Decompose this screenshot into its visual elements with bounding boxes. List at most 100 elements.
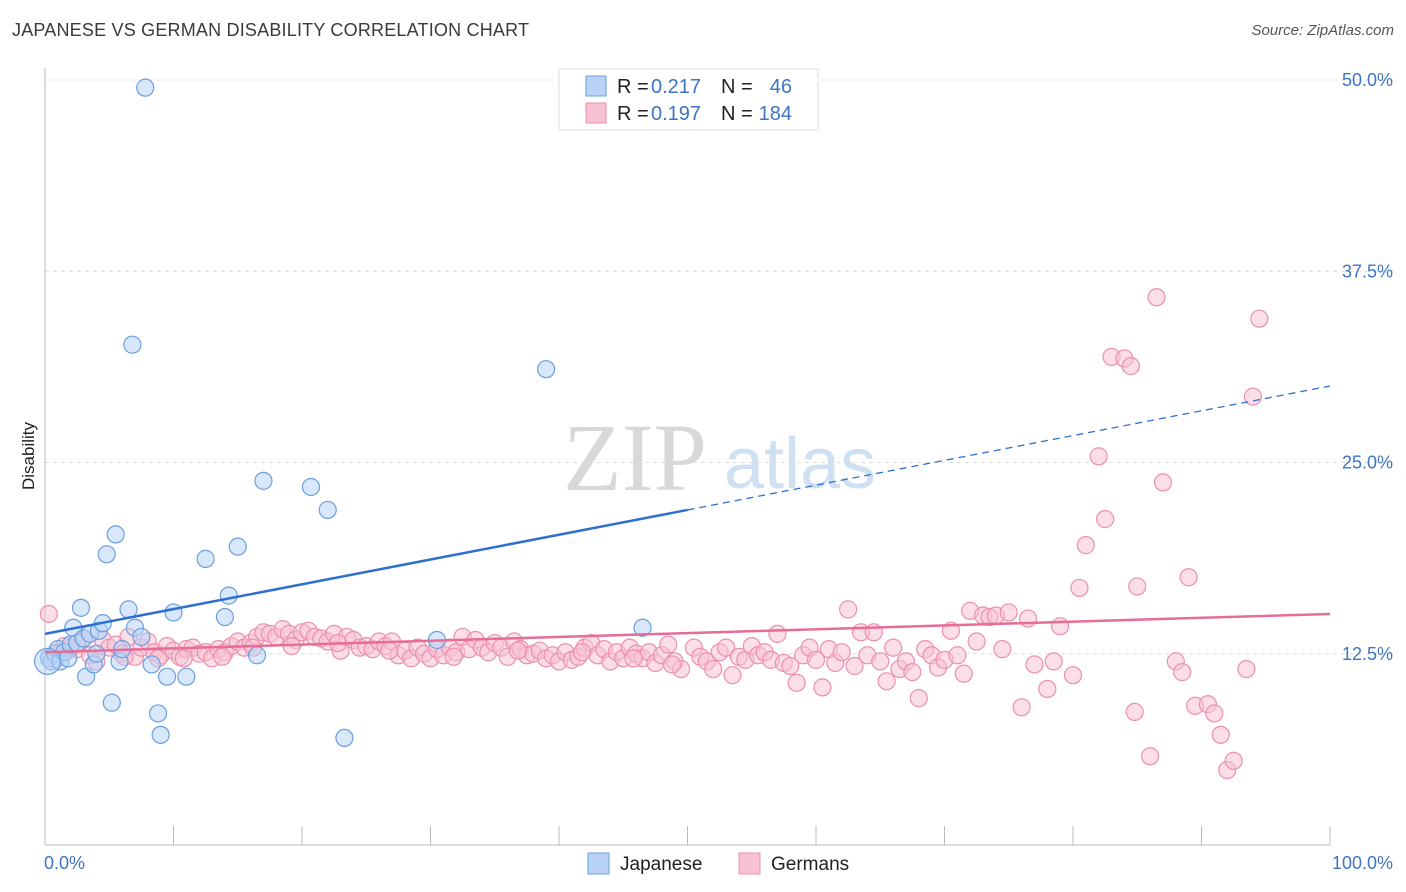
point-germans [444, 647, 463, 666]
grid [45, 79, 1395, 655]
point-japanese [196, 549, 215, 568]
x-tick-label-max: 100.0% [1332, 853, 1393, 873]
point-japanese [123, 335, 142, 354]
point-japanese [148, 704, 168, 723]
watermark: ZIP atlas [563, 404, 876, 511]
watermark-atlas: atlas [724, 424, 876, 504]
point-japanese [335, 728, 354, 748]
point-germans [781, 656, 800, 676]
trend-lines [44, 385, 1331, 654]
series-germans [39, 288, 1269, 780]
point-japanese [318, 500, 337, 520]
point-japanese [106, 525, 125, 544]
series-japanese [33, 78, 652, 748]
point-japanese [164, 603, 183, 622]
point-germans [39, 604, 58, 624]
point-germans [1018, 609, 1038, 628]
point-germans [716, 638, 736, 657]
legend: R = 0.217 N = 46 R = 0.197 N = 184 [558, 68, 819, 131]
x-tick-labels: 0.0% 100.0% [44, 853, 1393, 873]
bottom-legend-label-germans: Germans [771, 854, 849, 875]
point-germans [967, 632, 986, 651]
bottom-legend: Japanese Germans [587, 852, 849, 875]
x-tick-label-min: 0.0% [44, 853, 85, 873]
point-germans [1211, 725, 1230, 744]
point-japanese [177, 667, 196, 686]
y-tick-labels: 12.5% 25.0% 37.5% 50.0% [1342, 70, 1393, 664]
point-germans [1025, 655, 1044, 674]
point-germans [871, 652, 890, 671]
point-japanese [87, 644, 106, 663]
bottom-legend-swatch-japanese [587, 852, 610, 875]
point-germans [909, 689, 928, 708]
point-germans [768, 624, 787, 643]
point-japanese [132, 627, 151, 647]
legend-swatch-germans [585, 102, 607, 124]
point-japanese [142, 655, 161, 674]
point-japanese [254, 471, 273, 490]
point-germans [839, 600, 858, 619]
legend-n-germans: 184 [759, 103, 792, 125]
point-germans [1121, 357, 1140, 376]
point-japanese [537, 360, 556, 379]
point-japanese [151, 725, 170, 744]
y-tick-label: 50.0% [1342, 70, 1393, 90]
point-germans [659, 635, 678, 654]
point-germans [883, 638, 903, 657]
watermark-zip: ZIP [563, 404, 707, 511]
bottom-legend-label-japanese: Japanese [620, 854, 702, 875]
point-germans [1038, 679, 1057, 699]
point-japanese [157, 667, 177, 686]
point-germans [1051, 617, 1070, 636]
trend-germans-solid [44, 612, 1331, 654]
point-germans [704, 659, 723, 679]
point-germans [903, 663, 922, 682]
y-tick-label: 12.5% [1342, 644, 1393, 664]
point-germans [1063, 666, 1083, 685]
point-germans [787, 673, 806, 692]
point-germans [877, 672, 896, 691]
point-germans [1096, 510, 1115, 529]
legend-n-japanese: 46 [770, 76, 792, 98]
point-germans [1089, 447, 1108, 466]
point-germans [999, 603, 1018, 622]
legend-swatch-japanese [585, 75, 607, 97]
axes [44, 68, 1331, 846]
point-germans [723, 666, 742, 685]
trend-japanese-solid [44, 508, 688, 636]
point-germans [948, 646, 967, 665]
point-germans [832, 643, 851, 662]
point-germans [1224, 751, 1243, 770]
point-japanese [136, 78, 155, 97]
point-japanese [33, 647, 62, 676]
point-japanese [215, 607, 234, 627]
point-germans [624, 649, 643, 668]
y-tick-label: 37.5% [1342, 261, 1393, 281]
legend-n-label-japanese: N = [721, 76, 753, 98]
point-germans [1125, 702, 1144, 721]
bottom-legend-swatch-germans [738, 852, 761, 875]
legend-r-label-germans: R = [617, 103, 649, 125]
point-japanese [247, 646, 267, 665]
point-germans [174, 649, 193, 668]
y-tick-label: 25.0% [1342, 453, 1393, 473]
point-germans [1173, 663, 1192, 682]
point-japanese [102, 693, 121, 712]
point-germans [380, 641, 399, 660]
point-germans [1250, 309, 1269, 328]
point-germans [954, 664, 973, 683]
point-germans [1140, 747, 1160, 766]
legend-r-germans: 0.197 [651, 103, 701, 125]
point-germans [845, 656, 864, 676]
point-japanese [301, 477, 321, 497]
point-germans [813, 678, 832, 697]
point-germans [1153, 473, 1173, 492]
y-axis-title: Disability [19, 421, 38, 490]
point-germans [508, 641, 527, 660]
point-japanese [219, 586, 238, 605]
chart-title: JAPANESE VS GERMAN DISABILITY CORRELATIO… [12, 20, 530, 40]
point-germans [573, 643, 592, 662]
point-japanese [71, 598, 91, 617]
legend-r-japanese: 0.217 [651, 76, 701, 98]
